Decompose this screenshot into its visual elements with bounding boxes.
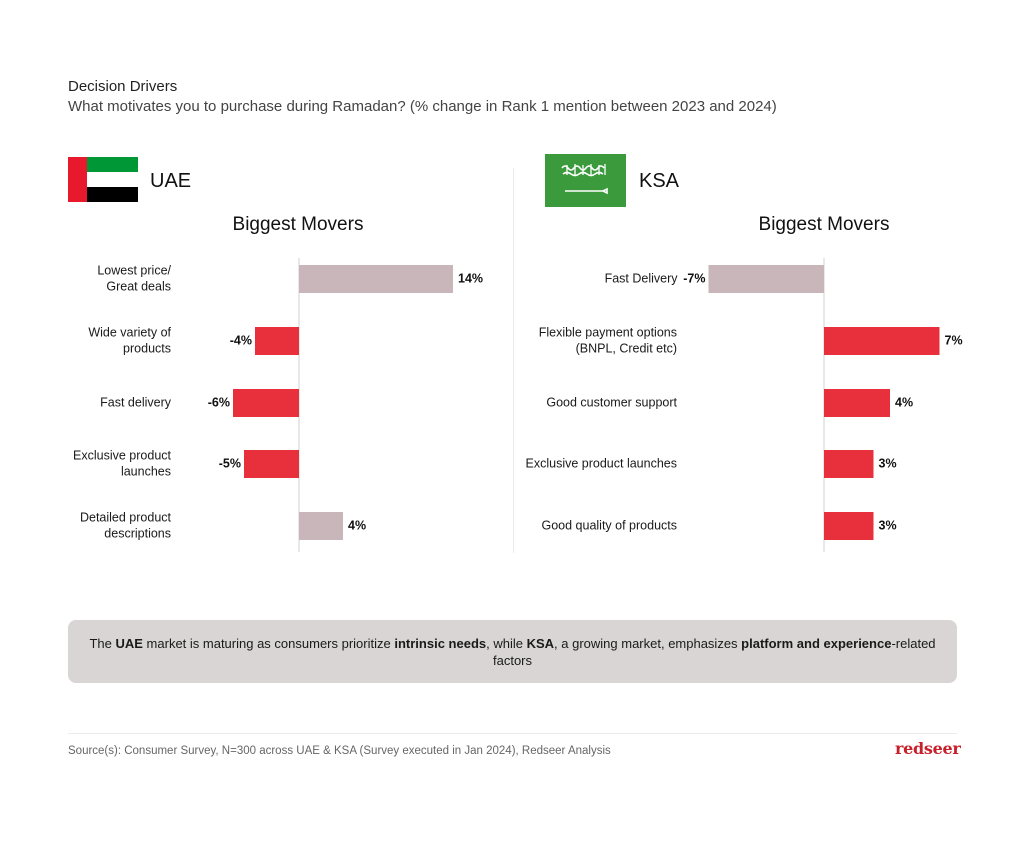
category-label: Fast delivery	[100, 395, 172, 409]
uae-section-title: Biggest Movers	[232, 214, 364, 235]
value-label: -7%	[683, 271, 705, 285]
panel-divider	[513, 168, 514, 553]
footer-divider	[68, 733, 957, 734]
source-note: Source(s): Consumer Survey, N=300 across…	[68, 745, 611, 757]
category-label: Exclusive product launches	[526, 456, 677, 470]
bar	[824, 450, 874, 478]
chart-title: Decision Drivers	[68, 78, 178, 95]
bar	[824, 327, 940, 355]
note-bold-platform: platform and experience	[741, 635, 892, 651]
note-text-4: , a growing market, emphasizes	[554, 635, 742, 651]
insight-note: The UAE market is maturing as consumers …	[68, 620, 957, 683]
ksa-flag-icon	[545, 154, 626, 207]
ksa-label: KSA	[639, 170, 680, 192]
ksa-section-title: Biggest Movers	[758, 214, 890, 235]
note-bold-intrinsic: intrinsic needs	[394, 635, 487, 651]
category-label: Detailed product descriptions	[80, 510, 172, 540]
category-label: Lowest price/Great deals	[97, 263, 171, 293]
bar	[233, 389, 299, 417]
category-label: Good quality of products	[542, 518, 678, 532]
value-label: -6%	[208, 395, 230, 409]
bar	[708, 265, 824, 293]
note-text-5: -related factors	[492, 635, 936, 668]
category-label: Good customer support	[546, 395, 677, 409]
value-label: 3%	[879, 518, 897, 532]
bar	[824, 389, 890, 417]
value-label: -5%	[219, 456, 241, 470]
value-label: 4%	[348, 518, 366, 532]
category-label: Exclusive product launches	[73, 448, 171, 478]
note-bold-ksa: KSA	[526, 635, 555, 651]
bar	[244, 450, 299, 478]
value-label: 3%	[879, 456, 897, 470]
uae-flag-icon	[68, 157, 138, 202]
uae-label: UAE	[150, 170, 192, 192]
category-label: Wide variety of products	[88, 325, 171, 355]
chart-subtitle: What motivates you to purchase during Ra…	[68, 98, 777, 115]
value-label: 14%	[458, 271, 483, 285]
redseer-logo: redseer	[895, 739, 961, 758]
category-label: Flexible payment options (BNPL, Credit et…	[539, 325, 677, 355]
note-text-2: market is maturing as consumers prioriti…	[142, 635, 395, 651]
value-label: 7%	[945, 333, 963, 347]
bar	[255, 327, 299, 355]
value-label: -4%	[230, 333, 252, 347]
bar	[299, 512, 343, 540]
note-text-3: , while	[486, 635, 527, 651]
bar	[299, 265, 453, 293]
category-label: Fast Delivery	[605, 271, 679, 285]
note-bold-uae: UAE	[115, 635, 143, 651]
bar	[824, 512, 874, 540]
note-text-1: The	[89, 635, 116, 651]
value-label: 4%	[895, 395, 913, 409]
bar-charts: 14% Lowest price/Great deals -4% Wide varie…	[73, 258, 963, 552]
